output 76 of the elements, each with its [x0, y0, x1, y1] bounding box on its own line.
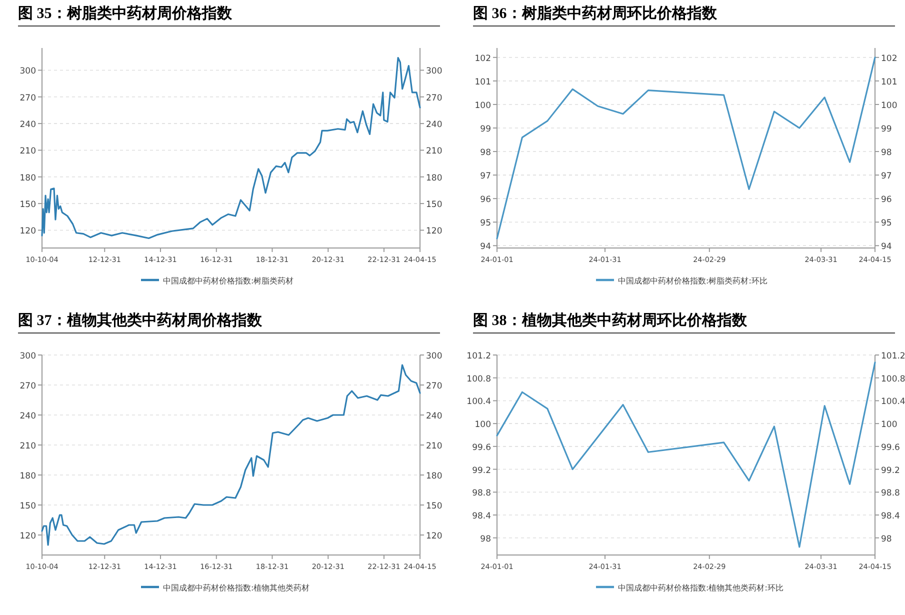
chart-title: 图 36：树脂类中药材周环比价格指数	[473, 5, 718, 22]
chart-title: 图 37：植物其他类中药材周价格指数	[18, 312, 263, 329]
chart-title: 图 35：树脂类中药材周价格指数	[18, 5, 233, 22]
y-tick-label: 300	[20, 66, 36, 77]
y2-tick-label: 100.8	[881, 374, 905, 384]
y2-tick-label: 300	[426, 352, 442, 362]
y-tick-label: 100.8	[466, 374, 491, 384]
y2-tick-label: 240	[426, 120, 442, 130]
y2-tick-label: 210	[426, 442, 442, 452]
y2-tick-label: 98	[881, 148, 892, 158]
y2-tick-label: 300	[426, 66, 442, 77]
y-tick-label: 101.2	[466, 352, 491, 362]
line-series	[496, 56, 876, 240]
y2-tick-label: 101	[881, 77, 898, 88]
y2-tick-label: 102	[881, 54, 898, 64]
y-tick-label: 99.6	[472, 442, 491, 453]
y-tick-label: 100	[474, 100, 491, 111]
y2-tick-label: 97	[881, 172, 892, 182]
legend-label: 中国成都中药材价格指数:植物其他类药材:环比	[618, 584, 784, 592]
y-tick-label: 95	[480, 218, 491, 229]
y2-tick-label: 210	[426, 146, 442, 157]
y-tick-label: 120	[20, 226, 36, 237]
y2-tick-label: 96	[881, 195, 892, 206]
y-tick-label: 180	[20, 472, 36, 482]
legend-label: 中国成都中药材价格指数:树脂类药材:环比	[618, 276, 768, 286]
y2-tick-label: 240	[426, 412, 442, 422]
y-tick-label: 240	[20, 412, 36, 422]
y2-tick-label: 99.2	[881, 466, 900, 476]
y-tick-label: 100	[474, 420, 491, 430]
y-tick-label: 99	[480, 124, 491, 134]
y2-tick-label: 150	[426, 200, 442, 210]
legend-label: 中国成都中药材价格指数:树脂类药材	[163, 276, 294, 286]
y2-tick-label: 150	[426, 502, 442, 512]
y-tick-label: 300	[20, 352, 36, 362]
y2-tick-label: 98.4	[881, 512, 900, 522]
y2-tick-label: 99.6	[881, 442, 900, 453]
y2-tick-label: 99	[881, 124, 892, 134]
y-tick-label: 270	[20, 382, 36, 392]
y2-tick-label: 100	[881, 100, 898, 111]
y-tick-label: 101	[474, 77, 491, 88]
y2-tick-label: 180	[426, 472, 442, 482]
y-tick-label: 96	[480, 195, 491, 206]
y2-tick-label: 98	[881, 534, 892, 544]
y-tick-label: 270	[20, 93, 36, 104]
legend-label: 中国成都中药材价格指数:植物其他类药材	[163, 584, 310, 592]
y-tick-label: 99.2	[472, 466, 491, 476]
y2-tick-label: 120	[426, 532, 442, 542]
line-series	[41, 56, 421, 240]
chart-title: 图 38：植物其他类中药材周环比价格指数	[473, 312, 748, 329]
y-tick-label: 100.4	[466, 397, 491, 408]
y2-tick-label: 270	[426, 93, 442, 104]
y-tick-label: 180	[20, 173, 36, 184]
y2-tick-label: 98.8	[881, 488, 900, 499]
line-series	[41, 364, 421, 546]
y-tick-label: 150	[20, 502, 36, 512]
y2-tick-label: 120	[426, 226, 442, 237]
y2-tick-label: 100.4	[881, 397, 905, 408]
y2-tick-label: 100	[881, 420, 898, 430]
y-tick-label: 98	[480, 148, 491, 158]
y-tick-label: 97	[480, 172, 491, 182]
y-tick-label: 94	[480, 242, 491, 252]
y-tick-label: 150	[20, 200, 36, 210]
y2-tick-label: 270	[426, 382, 442, 392]
y-tick-label: 240	[20, 120, 36, 130]
y2-tick-label: 101.2	[881, 352, 905, 362]
y2-tick-label: 94	[881, 242, 892, 252]
y-tick-label: 120	[20, 532, 36, 542]
y-tick-label: 210	[20, 442, 36, 452]
y-tick-label: 98	[480, 534, 491, 544]
line-series	[496, 362, 876, 548]
y-tick-label: 98.4	[472, 512, 491, 522]
y2-tick-label: 95	[881, 218, 892, 229]
y-tick-label: 210	[20, 146, 36, 157]
y2-tick-label: 180	[426, 173, 442, 184]
y-tick-label: 98.8	[472, 488, 491, 499]
y-tick-label: 102	[474, 54, 491, 64]
